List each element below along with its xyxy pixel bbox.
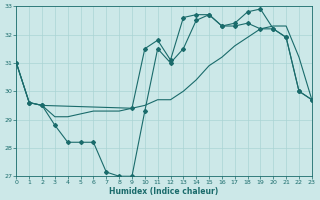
X-axis label: Humidex (Indice chaleur): Humidex (Indice chaleur): [109, 187, 219, 196]
